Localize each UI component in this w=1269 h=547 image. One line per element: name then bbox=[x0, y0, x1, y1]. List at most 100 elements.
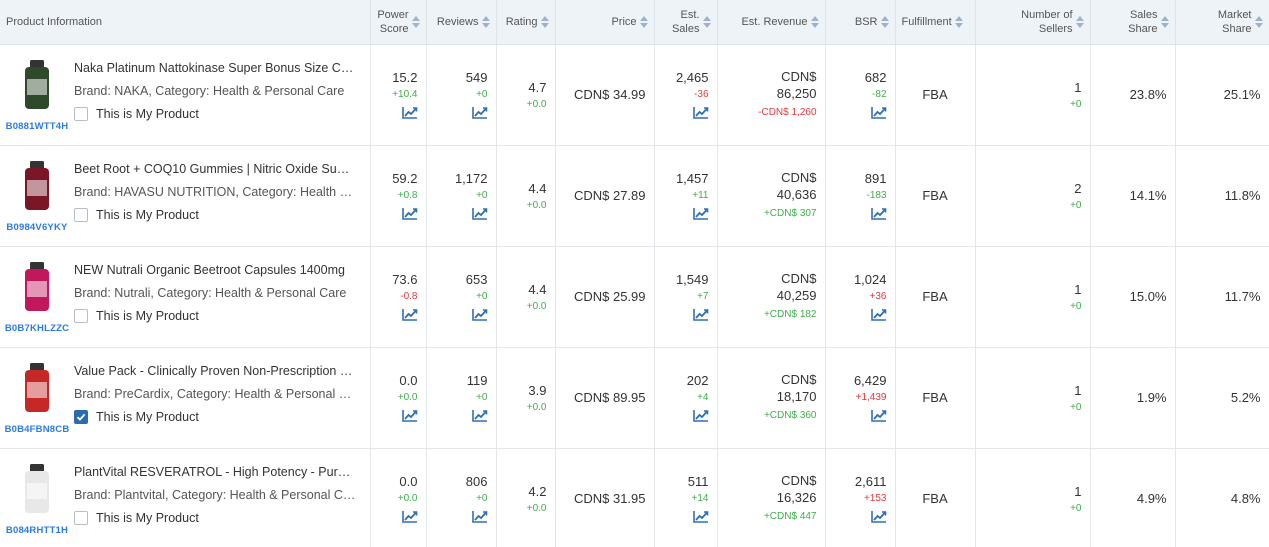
asin-link[interactable]: B0984V6YKY bbox=[6, 222, 68, 233]
trend-chart-icon[interactable] bbox=[471, 106, 488, 119]
trend-chart-icon[interactable] bbox=[692, 510, 709, 523]
header-label: BSR bbox=[854, 15, 878, 28]
reviews-value: 119 bbox=[466, 373, 488, 388]
est-revenue-currency: CDN$ bbox=[781, 372, 817, 387]
rating-value: 3.9 bbox=[528, 382, 547, 398]
my-product-toggle[interactable]: This is My Product bbox=[74, 510, 356, 525]
reviews-delta: +0 bbox=[476, 190, 488, 201]
bsr-cell: 2,611 +153 bbox=[825, 448, 896, 547]
product-thumbnail[interactable] bbox=[17, 158, 57, 214]
sellers-value: 1 bbox=[1074, 382, 1082, 398]
product-title[interactable]: Naka Platinum Nattokinase Super Bonus Si… bbox=[74, 60, 356, 75]
sort-icon[interactable] bbox=[639, 15, 648, 29]
product-title[interactable]: PlantVital RESVERATROL - High Potency - … bbox=[74, 464, 356, 479]
header-fulfillment[interactable]: Fulfillment bbox=[895, 0, 976, 45]
my-product-toggle[interactable]: This is My Product bbox=[74, 106, 356, 121]
sort-icon[interactable] bbox=[1160, 15, 1169, 29]
my-product-checkbox[interactable] bbox=[74, 106, 88, 121]
header-sales-share[interactable]: Sales Share bbox=[1090, 0, 1176, 45]
asin-link[interactable]: B0B7KHLZZC bbox=[4, 323, 70, 334]
product-thumbnail[interactable] bbox=[17, 57, 57, 113]
asin-link[interactable]: B0B4FBN8CB bbox=[4, 424, 70, 435]
sort-icon[interactable] bbox=[954, 15, 963, 29]
header-power-score[interactable]: Power Score bbox=[370, 0, 427, 45]
header-bsr[interactable]: BSR bbox=[825, 0, 896, 45]
sort-icon[interactable] bbox=[540, 15, 549, 29]
product-thumbnail[interactable] bbox=[17, 461, 57, 517]
sort-icon[interactable] bbox=[1075, 15, 1084, 29]
header-label: Sales bbox=[671, 22, 700, 35]
my-product-toggle[interactable]: This is My Product bbox=[74, 409, 356, 424]
my-product-checkbox[interactable] bbox=[74, 308, 88, 323]
bsr-value: 2,611 bbox=[854, 474, 887, 489]
my-product-toggle[interactable]: This is My Product bbox=[74, 308, 356, 323]
product-thumbnail[interactable] bbox=[17, 360, 57, 416]
header-price[interactable]: Price bbox=[555, 0, 655, 45]
header-est-sales[interactable]: Est. Sales bbox=[654, 0, 718, 45]
sales-share-cell: 1.9% bbox=[1090, 347, 1176, 449]
asin-link[interactable]: B084RHTT1H bbox=[5, 525, 69, 536]
trend-chart-icon[interactable] bbox=[401, 409, 418, 422]
trend-chart-icon[interactable] bbox=[401, 106, 418, 119]
sort-icon[interactable] bbox=[411, 15, 420, 29]
trend-chart-icon[interactable] bbox=[870, 308, 887, 321]
trend-chart-icon[interactable] bbox=[870, 207, 887, 220]
product-title[interactable]: Beet Root + COQ10 Gummies | Nitric Oxide… bbox=[74, 161, 356, 176]
trend-chart-icon[interactable] bbox=[471, 409, 488, 422]
header-market-share[interactable]: Market Share bbox=[1175, 0, 1269, 45]
power-score-value: 73.6 bbox=[392, 272, 418, 287]
power-score-cell: 0.0 +0.0 bbox=[370, 448, 427, 547]
trend-chart-icon[interactable] bbox=[692, 409, 709, 422]
sort-icon[interactable] bbox=[481, 15, 490, 29]
header-rating[interactable]: Rating bbox=[496, 0, 556, 45]
product-title[interactable]: Value Pack - Clinically Proven Non-Presc… bbox=[74, 363, 356, 378]
rating-value: 4.2 bbox=[528, 483, 547, 499]
sellers-cell: 1 +0 bbox=[975, 246, 1091, 348]
product-brand-category: Brand: PreCardix, Category: Health & Per… bbox=[74, 386, 356, 401]
asin-link[interactable]: B0881WTT4H bbox=[5, 121, 69, 132]
header-label: Sellers bbox=[1038, 22, 1073, 35]
trend-chart-icon[interactable] bbox=[692, 207, 709, 220]
trend-chart-icon[interactable] bbox=[692, 106, 709, 119]
sellers-delta: +0 bbox=[1070, 502, 1082, 514]
my-product-checkbox[interactable] bbox=[74, 510, 88, 525]
trend-chart-icon[interactable] bbox=[471, 308, 488, 321]
reviews-value: 806 bbox=[465, 474, 488, 489]
trend-chart-icon[interactable] bbox=[870, 510, 887, 523]
trend-chart-icon[interactable] bbox=[401, 510, 418, 523]
sort-icon[interactable] bbox=[810, 15, 819, 29]
rating-cell: 4.7 +0.0 bbox=[496, 44, 556, 146]
bsr-value: 1,024 bbox=[853, 272, 887, 287]
sort-icon[interactable] bbox=[1254, 15, 1263, 29]
fulfillment-cell: FBA bbox=[895, 145, 976, 247]
product-thumbnail[interactable] bbox=[17, 259, 57, 315]
price-value: CDN$ 89.95 bbox=[573, 390, 646, 405]
header-reviews[interactable]: Reviews bbox=[426, 0, 497, 45]
sellers-cell: 1 +0 bbox=[975, 44, 1091, 146]
product-title[interactable]: NEW Nutrali Organic Beetroot Capsules 14… bbox=[74, 262, 345, 277]
my-product-toggle[interactable]: This is My Product bbox=[74, 207, 356, 222]
sales-share-value: 14.1% bbox=[1129, 188, 1167, 203]
est-revenue-value: 86,250 bbox=[776, 86, 817, 101]
trend-chart-icon[interactable] bbox=[692, 308, 709, 321]
reviews-cell: 1,172 +0 bbox=[426, 145, 497, 247]
my-product-checkbox[interactable] bbox=[74, 207, 88, 222]
trend-chart-icon[interactable] bbox=[870, 106, 887, 119]
fulfillment-value: FBA bbox=[922, 491, 948, 506]
power-score-cell: 0.0 +0.0 bbox=[370, 347, 427, 449]
header-est-revenue[interactable]: Est. Revenue bbox=[717, 0, 826, 45]
rating-cell: 4.2 +0.0 bbox=[496, 448, 556, 547]
my-product-checkbox-checked[interactable] bbox=[74, 409, 88, 424]
trend-chart-icon[interactable] bbox=[401, 308, 418, 321]
sort-icon[interactable] bbox=[880, 15, 889, 29]
header-label: Power bbox=[377, 8, 409, 21]
est-sales-value: 202 bbox=[686, 373, 709, 388]
trend-chart-icon[interactable] bbox=[471, 510, 488, 523]
trend-chart-icon[interactable] bbox=[471, 207, 488, 220]
sort-icon[interactable] bbox=[702, 15, 711, 29]
trend-chart-icon[interactable] bbox=[401, 207, 418, 220]
sales-share-value: 15.0% bbox=[1129, 289, 1167, 304]
trend-chart-icon[interactable] bbox=[870, 409, 887, 422]
header-number-of-sellers[interactable]: Number of Sellers bbox=[975, 0, 1091, 45]
est-revenue-cell: CDN$ 86,250 -CDN$ 1,260 bbox=[717, 44, 826, 146]
